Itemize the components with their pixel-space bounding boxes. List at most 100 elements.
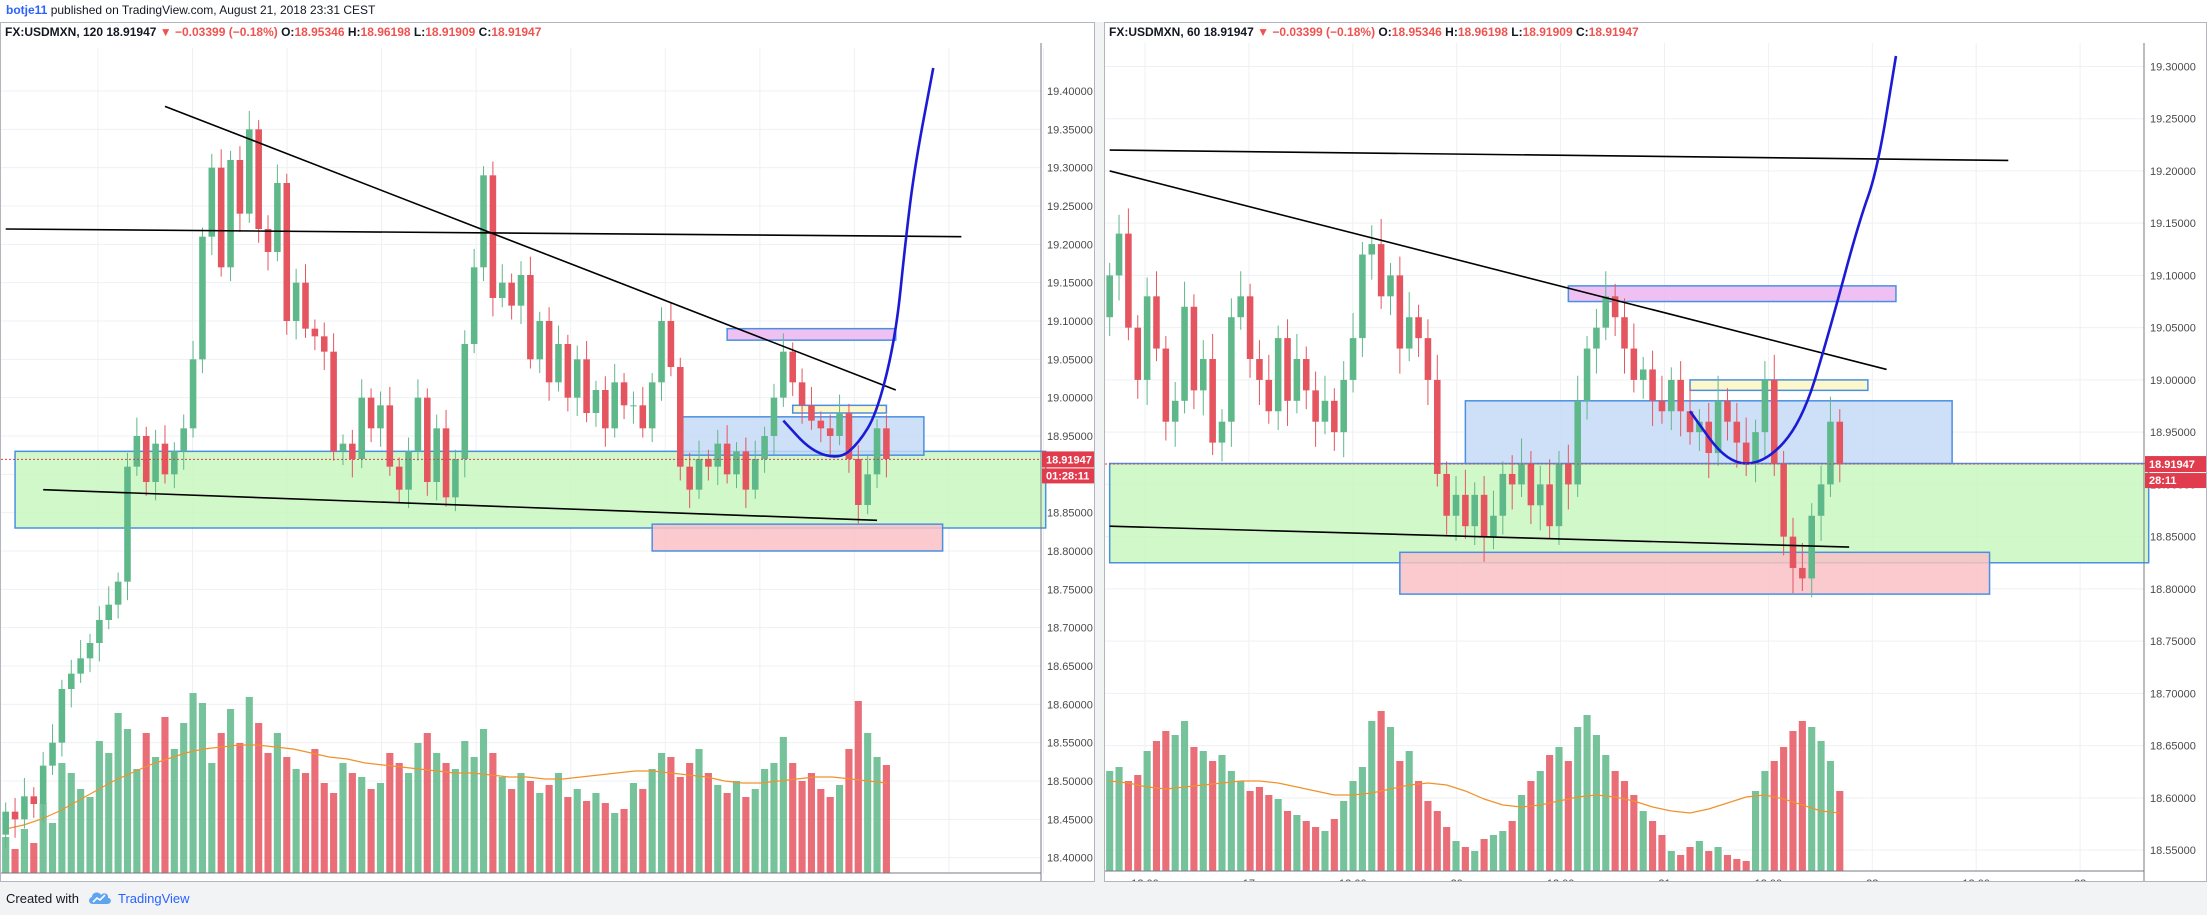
volume-bar — [1695, 841, 1703, 871]
author-link[interactable]: botje11 — [6, 3, 48, 17]
volume-bar — [58, 763, 66, 873]
candle-body — [217, 167, 225, 268]
volume-bar — [1265, 795, 1273, 871]
tradingview-link[interactable]: TradingView — [118, 891, 190, 906]
candle-body — [1162, 348, 1170, 422]
price-tick-label: 18.75000 — [1047, 584, 1093, 596]
candle-body — [292, 282, 300, 321]
candle-body — [199, 236, 206, 360]
candle-body — [545, 321, 553, 383]
trendline — [164, 105, 897, 391]
volume-bar — [1602, 755, 1610, 871]
chart-panel-60[interactable]: FX:USDMXN, 60 18.91947 ▼ −0.03399 (−0.18… — [1104, 22, 2207, 882]
candle-body — [424, 397, 431, 482]
volume-bar — [1480, 839, 1488, 871]
volume-bar — [376, 783, 385, 873]
candle-body — [405, 451, 412, 490]
price-tick-label: 19.15000 — [2150, 218, 2196, 230]
volume-bar — [273, 733, 281, 873]
candle-body — [1200, 359, 1207, 391]
legend-o-label: O: — [281, 25, 295, 39]
volume-bar — [639, 789, 647, 873]
candle-body — [789, 351, 796, 383]
price-tick-label: 19.10000 — [1047, 316, 1093, 328]
volume-bar — [1789, 731, 1797, 871]
volume-bar — [367, 789, 375, 873]
legend-open: 18.95346 — [1391, 25, 1442, 39]
legend-c-label: C: — [478, 25, 492, 39]
candle-body — [705, 459, 712, 467]
volume-bar — [620, 809, 628, 873]
candle-body — [1443, 473, 1450, 516]
volume-bar — [1826, 761, 1834, 871]
candle-body — [161, 443, 169, 475]
volume-bar — [423, 733, 431, 873]
candle-body — [1106, 275, 1113, 318]
candle-body — [1387, 275, 1394, 297]
volume-bar — [732, 781, 741, 873]
volume-bar — [161, 717, 169, 873]
volume-bar — [433, 753, 441, 873]
volume-bar — [1499, 831, 1507, 871]
legend-last: 18.91947 — [106, 25, 157, 39]
candle-body — [498, 282, 506, 298]
volume-bar — [470, 757, 478, 873]
volume-bar — [1723, 855, 1732, 871]
candle-body — [1649, 369, 1656, 401]
candle-body — [1434, 379, 1441, 474]
candle-body — [686, 466, 693, 490]
volume-bar — [864, 733, 872, 873]
candle-body — [320, 336, 328, 352]
volume-bar — [1489, 835, 1498, 871]
volume-bar — [601, 803, 609, 873]
chart-panel-120[interactable]: FX:USDMXN, 120 18.91947 ▼ −0.03399 (−0.1… — [0, 22, 1095, 882]
legend-high: 18.96198 — [1457, 25, 1508, 39]
volume-ma-line — [1109, 780, 1840, 814]
price-chart-120[interactable]: 19.40000 19.35000 19.30000 19.25000 19.20000… — [1, 43, 1096, 881]
legend-high: 18.96198 — [360, 25, 411, 39]
candle-body — [1518, 463, 1525, 485]
volume-bar — [657, 753, 666, 873]
volume-bar — [1649, 821, 1657, 871]
candle-body — [508, 282, 515, 306]
time-tick-label: 12:00 — [1131, 878, 1159, 881]
legend-low: 18.91909 — [1522, 25, 1573, 39]
volume-bar — [1620, 781, 1629, 871]
volume-bar — [1517, 795, 1526, 871]
candle-body — [611, 382, 618, 429]
price-chart-60[interactable]: 19.30000 19.25000 19.20000 19.15000 19.10000… — [1105, 43, 2207, 881]
volume-bar — [695, 749, 703, 873]
volume-bar — [1667, 851, 1675, 871]
candle-body — [1125, 233, 1132, 328]
volume-bar — [1658, 835, 1666, 871]
price-tick-label: 19.25000 — [1047, 201, 1093, 213]
price-tick-label: 18.80000 — [2150, 584, 2196, 596]
volume-bar — [395, 763, 403, 873]
candle-body — [1639, 369, 1647, 380]
price-tick-label: 18.40000 — [1047, 853, 1093, 865]
volume-bar — [311, 749, 319, 873]
volume-bar — [1742, 861, 1750, 871]
volume-bar — [1798, 721, 1806, 871]
candle-body — [808, 405, 815, 421]
candle-body — [1293, 359, 1301, 401]
volume-bar — [1321, 831, 1329, 871]
volume-bar — [1255, 787, 1264, 871]
volume-bar — [283, 757, 291, 873]
volume-bar — [1817, 741, 1825, 871]
candle-body — [1377, 244, 1385, 297]
candle-body — [433, 428, 440, 482]
volume-bar — [2, 837, 10, 873]
volume-bar — [77, 789, 85, 873]
volume-bar — [629, 783, 637, 873]
time-tick-label: 24 — [1037, 880, 1049, 881]
candle-body — [873, 428, 881, 475]
candle-body — [283, 183, 291, 321]
volume-bar — [1396, 761, 1404, 871]
candle-body — [1424, 338, 1432, 380]
candle-body — [1583, 348, 1591, 401]
price-tick-label: 19.05000 — [1047, 354, 1093, 366]
volume-bar — [751, 789, 759, 873]
volume-bar — [573, 789, 581, 873]
volume-bar — [1199, 751, 1207, 871]
